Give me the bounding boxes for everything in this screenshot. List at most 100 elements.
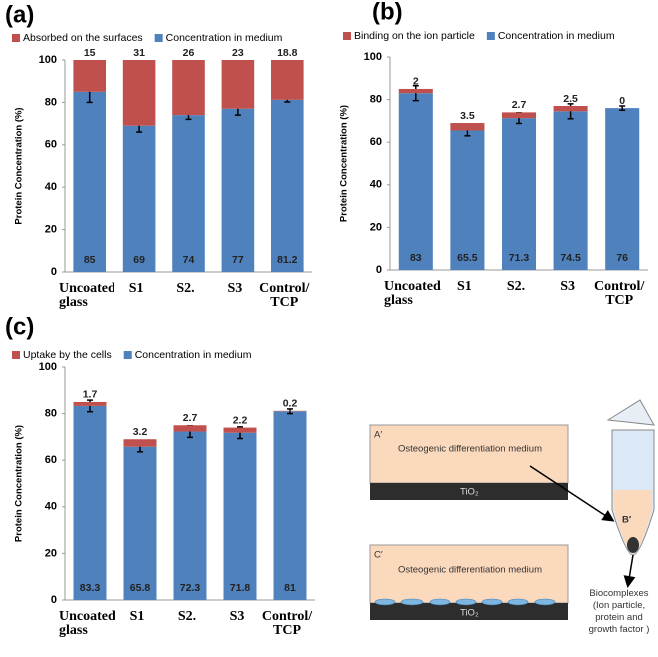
bar-segment [501, 112, 537, 119]
tube-cap [606, 399, 655, 426]
bar-segment [73, 401, 107, 406]
value-label: 2.7 [183, 412, 198, 424]
y-tick-label: 80 [45, 96, 57, 108]
y-tick-label: 20 [370, 221, 382, 233]
value-label: 76 [616, 252, 628, 264]
y-tick-label: 20 [45, 224, 57, 236]
x-tick-label: S1 [128, 281, 144, 296]
panel-label: (c) [5, 313, 34, 340]
value-label: 71.8 [230, 582, 251, 594]
x-tick-label: S2. [506, 279, 526, 294]
bar-segment [173, 425, 207, 432]
x-tick-box: S2. [177, 609, 197, 624]
value-label: 72.3 [180, 582, 201, 594]
bar-segment [605, 108, 640, 271]
y-tick-label: 60 [45, 139, 57, 151]
bar-segment [173, 431, 207, 600]
y-tick-label: 40 [45, 181, 57, 193]
x-tick-label: S2. [177, 609, 197, 624]
error-bar [619, 105, 626, 111]
label: C′ [374, 550, 383, 561]
value-label: 83 [410, 252, 422, 264]
x-tick-label: S2. [176, 281, 195, 296]
x-tick-label: S1 [456, 279, 472, 294]
value-label: 2.5 [563, 93, 578, 105]
diagram: A′ Osteogenic differentiation medium TiO… [369, 399, 655, 635]
x-tick-box: Uncoated glass [59, 282, 114, 310]
bar-segment [501, 118, 537, 270]
legend-swatch [343, 32, 351, 40]
legend-label: Uptake by the cells [23, 349, 112, 361]
value-label: 3.5 [460, 110, 475, 122]
label: Osteogenic differentiation medium [398, 444, 542, 455]
bar-segment [450, 130, 485, 270]
x-tick-label: Uncoated glass [384, 279, 441, 308]
label: TiO₂ [460, 608, 479, 619]
y-tick-label: 0 [51, 594, 57, 606]
x-tick-box: Control/ TCP [594, 280, 644, 308]
value-label: 81.2 [277, 254, 298, 266]
y-axis-label: Protein Concentration (%) [14, 425, 25, 542]
value-label: 65.8 [130, 582, 151, 594]
y-tick-label: 100 [39, 361, 57, 373]
caption-box: Biocomplexes (Ion particle, protein and … [588, 588, 650, 635]
legend-label: Concentration in medium [135, 349, 252, 361]
y-tick-label: 100 [364, 51, 382, 63]
legend-label: Absorbed on the surfaces [23, 32, 143, 44]
bar-segment [398, 93, 433, 271]
y-tick-label: 0 [51, 266, 57, 278]
bar-segment [223, 432, 257, 600]
label: TiO₂ [460, 487, 479, 498]
bar-segment [123, 446, 157, 600]
value-label: 31 [133, 47, 145, 59]
value-label: 15 [84, 47, 96, 59]
value-label: 83.3 [80, 582, 101, 594]
value-label: 18.8 [277, 47, 298, 59]
x-tick-box: Control/ TCP [261, 609, 313, 638]
bar-segment [123, 439, 157, 447]
x-tick-label: Uncoated glass [59, 609, 115, 638]
legend-swatch [486, 32, 495, 40]
x-tick-box: S2. [176, 281, 195, 296]
value-label: 74 [183, 254, 195, 266]
bar-segment [122, 60, 156, 126]
legend-label: Concentration in medium [166, 32, 283, 44]
bar-segment [172, 115, 205, 273]
x-tick-label: S3 [560, 279, 575, 294]
medium-top [369, 424, 569, 484]
x-tick-box: Control/ TCP [259, 281, 310, 310]
value-label: 0.2 [283, 398, 298, 410]
bar-segment [73, 60, 107, 92]
x-tick-box: S2. [506, 279, 526, 294]
value-label: 69 [133, 254, 145, 266]
legend-swatch [154, 34, 163, 42]
biocomplexes [374, 598, 556, 606]
bar-segment [553, 111, 588, 270]
x-tick-box: S3 [230, 610, 245, 624]
y-tick-label: 60 [45, 454, 57, 466]
value-label: 77 [232, 254, 244, 266]
value-label: 2.7 [512, 99, 527, 111]
legend-swatch [12, 34, 20, 42]
x-tick-box: Uncoated glass [59, 609, 115, 638]
y-tick-label: 80 [45, 408, 57, 420]
caption: Biocomplexes (Ion particle, protein and … [588, 588, 650, 635]
y-tick-label: 0 [376, 264, 382, 276]
y-tick-label: 40 [370, 179, 382, 191]
bar-segment [73, 405, 107, 600]
panel-label: (b) [372, 0, 403, 25]
x-tick-label: Control/ TCP [261, 609, 313, 638]
value-label: 71.3 [509, 252, 530, 264]
substrate-top [370, 483, 568, 500]
bar-segment [221, 60, 255, 109]
substrate-bottom [370, 603, 568, 620]
legend-swatch [12, 351, 20, 359]
bar-segment [122, 125, 156, 272]
y-tick-label: 40 [45, 501, 57, 513]
bar-segment [273, 411, 307, 600]
y-axis-label: Protein Concentration (%) [14, 107, 25, 224]
bar-segment [172, 60, 205, 116]
value-label: 2.2 [233, 414, 248, 426]
x-tick-label: Control/ TCP [259, 281, 310, 310]
label: Osteogenic differentiation medium [398, 565, 542, 576]
